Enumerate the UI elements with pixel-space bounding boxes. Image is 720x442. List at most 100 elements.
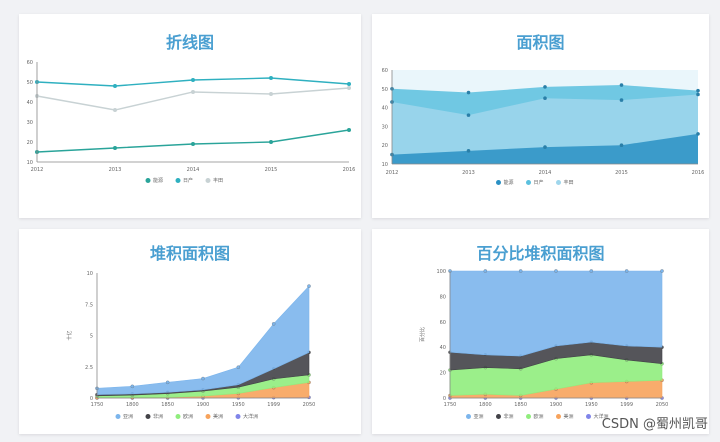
data-point bbox=[347, 128, 351, 132]
legend-label: 丰田 bbox=[564, 179, 574, 186]
x-tick-label: 1900 bbox=[550, 402, 563, 408]
x-tick-label: 1999 bbox=[620, 402, 633, 408]
line-chart: 折线图 10 20 30 40 50 60 2012 2013 2014 2015 2016 能源 日产 丰… bbox=[27, 33, 356, 184]
legend-marker bbox=[586, 414, 591, 419]
legend-label: 大洋洲 bbox=[243, 413, 258, 420]
legend-marker bbox=[526, 180, 531, 185]
data-point bbox=[269, 92, 273, 96]
data-point bbox=[483, 269, 488, 273]
x-tick-label: 2014 bbox=[539, 170, 552, 176]
series-area bbox=[392, 133, 698, 164]
percent-stacked-area-chart: 百分比堆积面积图 0 20 40 60 80 100 百分比 1750 1800 1850 1900 1… bbox=[419, 244, 669, 420]
x-tick-label: 2016 bbox=[343, 167, 356, 173]
legend-label: 能源 bbox=[153, 177, 163, 184]
data-point bbox=[236, 365, 241, 369]
y-tick-label: 40 bbox=[382, 106, 388, 112]
data-point bbox=[696, 88, 700, 93]
data-point bbox=[543, 145, 547, 149]
data-point bbox=[113, 108, 117, 112]
legend-marker bbox=[205, 414, 211, 419]
legend-label: 美洲 bbox=[564, 413, 574, 420]
data-point bbox=[347, 86, 351, 90]
chart-title: 堆积面积图 bbox=[150, 244, 230, 263]
x-tick-label: 1950 bbox=[232, 402, 245, 408]
x-tick-label: 2015 bbox=[615, 170, 628, 176]
legend-marker bbox=[496, 414, 501, 419]
x-tick-label: 2013 bbox=[462, 170, 475, 176]
x-tick-label: 2012 bbox=[31, 167, 44, 173]
x-tick-label: 1750 bbox=[91, 402, 104, 408]
area-chart-card: 面积图 10 20 30 40 50 60 2012 2013 2014 2015 2016 能源 日产 丰… bbox=[372, 14, 709, 218]
x-tick-label: 1800 bbox=[126, 402, 139, 408]
data-point bbox=[165, 380, 170, 385]
x-tick-label: 1950 bbox=[585, 402, 598, 408]
series-area bbox=[449, 270, 663, 357]
x-tick-label: 1850 bbox=[161, 402, 174, 408]
x-tick-label: 2015 bbox=[265, 167, 278, 173]
data-point bbox=[554, 269, 558, 273]
legend-marker bbox=[175, 178, 181, 183]
y-tick-label: 100 bbox=[436, 269, 446, 275]
data-point bbox=[660, 269, 664, 273]
legend-marker bbox=[205, 178, 211, 183]
x-tick-label: 2014 bbox=[187, 167, 200, 173]
data-point bbox=[466, 113, 471, 117]
y-tick-label: 10 bbox=[87, 271, 93, 277]
data-point bbox=[269, 140, 273, 144]
watermark-text: CSDN @蜀州凯哥 bbox=[601, 417, 708, 432]
y-tick-label: 50 bbox=[382, 87, 388, 93]
data-point bbox=[543, 85, 547, 89]
y-tick-label: 0 bbox=[443, 396, 446, 402]
legend-marker bbox=[115, 414, 121, 419]
y-tick-label: 0 bbox=[90, 396, 93, 402]
y-tick-label: 60 bbox=[440, 320, 446, 326]
legend-label: 丰田 bbox=[213, 177, 223, 184]
y-tick-label: 5 bbox=[90, 334, 93, 340]
data-point bbox=[191, 142, 195, 146]
y-tick-label: 10 bbox=[382, 162, 388, 168]
data-point bbox=[543, 96, 547, 100]
x-tick-label: 2012 bbox=[386, 170, 399, 176]
data-point bbox=[696, 92, 700, 97]
y-tick-label: 20 bbox=[382, 143, 388, 149]
y-tick-label: 30 bbox=[382, 124, 388, 130]
y-axis-label: 百分比 bbox=[419, 327, 426, 342]
y-tick-label: 20 bbox=[440, 371, 446, 377]
y-tick-label: 40 bbox=[27, 100, 33, 106]
x-tick-label: 1750 bbox=[444, 402, 457, 408]
data-point bbox=[130, 384, 135, 389]
y-tick-label: 30 bbox=[27, 120, 33, 126]
x-tick-label: 1800 bbox=[479, 402, 492, 408]
legend-marker bbox=[526, 414, 531, 419]
data-point bbox=[191, 78, 195, 82]
legend-label: 非洲 bbox=[153, 413, 163, 420]
x-tick-label: 1850 bbox=[514, 402, 527, 408]
x-tick-label: 1999 bbox=[267, 402, 280, 408]
data-point bbox=[113, 146, 117, 150]
x-tick-label: 1900 bbox=[197, 402, 210, 408]
y-tick-label: 20 bbox=[27, 140, 33, 146]
chart-title: 面积图 bbox=[516, 33, 564, 52]
data-point bbox=[696, 132, 700, 136]
data-point bbox=[466, 149, 471, 153]
y-tick-label: 60 bbox=[382, 68, 388, 74]
data-point bbox=[589, 269, 594, 273]
stacked-area-chart: 堆积面积图 0 2.5 5 7.5 10 十亿 1750 1800 1850 1900 1950 199… bbox=[66, 244, 315, 420]
area-chart: 面积图 10 20 30 40 50 60 2012 2013 2014 2015 2016 能源 日产 丰… bbox=[382, 33, 705, 186]
series-area bbox=[96, 285, 310, 395]
legend-label: 日产 bbox=[534, 179, 544, 186]
data-point bbox=[619, 83, 624, 87]
data-point bbox=[466, 90, 471, 95]
chart-title: 折线图 bbox=[166, 33, 214, 52]
y-tick-label: 40 bbox=[440, 345, 446, 351]
y-tick-label: 50 bbox=[27, 80, 33, 86]
data-point bbox=[518, 269, 523, 273]
x-tick-label: 2050 bbox=[656, 402, 669, 408]
chart-title: 百分比堆积面积图 bbox=[476, 244, 604, 263]
series-line bbox=[36, 129, 350, 153]
data-point bbox=[271, 322, 276, 326]
legend-label: 大洋洲 bbox=[594, 413, 609, 420]
legend-label: 美洲 bbox=[213, 413, 223, 420]
legend-label: 亚洲 bbox=[474, 414, 484, 420]
legend-label: 欧洲 bbox=[183, 413, 193, 420]
